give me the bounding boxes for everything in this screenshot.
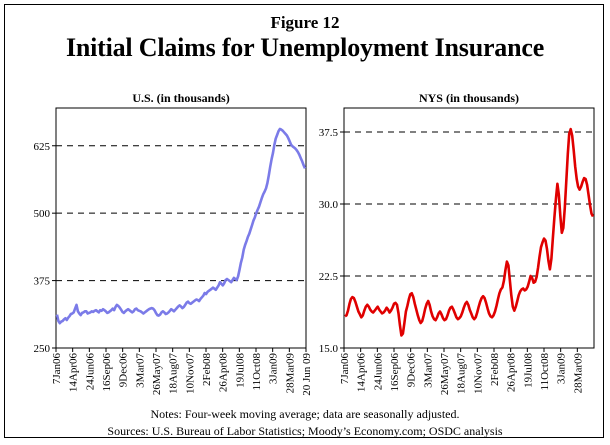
figure-title: Initial Claims for Unemployment Insuranc… <box>65 33 545 62</box>
nys-x-tick-label: 11Oct08 <box>539 353 551 391</box>
nys-x-tick-label: 10Nov07 <box>472 353 484 394</box>
us-x-tick-label: 11Oct08 <box>251 353 263 391</box>
nys-x-tick-label: 2Feb08 <box>489 353 501 387</box>
us-x-tick-label: 7Jan06 <box>51 353 63 385</box>
us-y-tick-label: 375 <box>34 276 51 288</box>
us-x-tick-label: 3Mar07 <box>134 353 146 388</box>
nys-y-tick-label: 15.0 <box>319 343 339 355</box>
us-x-tick-label: 20 Jun 09 <box>301 353 313 396</box>
nys-x-tick-label: 9Dec06 <box>406 353 418 388</box>
nys-x-tick-label: 16Sep06 <box>389 353 401 392</box>
nys-x-tick-label: 26Apr08 <box>506 353 518 393</box>
us-x-tick-label: 24Jun06 <box>84 353 96 391</box>
us-x-tick-label: 3Jan09 <box>268 353 280 385</box>
nys-x-tick-label: 18Aug07 <box>456 353 468 394</box>
us-panel-title: U.S. (in thousands) <box>132 91 229 105</box>
figure-frame: Figure 12 Initial Claims for Unemploymen… <box>4 4 604 438</box>
nys-x-tick-label: 26May07 <box>439 353 451 396</box>
nys-x-tick-label: 7Jan06 <box>339 353 351 385</box>
nys-x-tick-label: 3Mar07 <box>422 353 434 388</box>
us-series-line <box>55 127 307 325</box>
us-x-tick-label: 10Nov07 <box>184 353 196 394</box>
us-x-tick-label: 26May07 <box>151 353 163 396</box>
us-y-tick-label: 250 <box>34 343 51 355</box>
nys-y-tick-label: 30.0 <box>319 199 339 211</box>
nys-x-tick-label: 14Apr06 <box>356 353 368 393</box>
figure-label: Figure 12 <box>270 13 340 32</box>
nys-x-tick-label: 24Jun06 <box>372 353 384 391</box>
notes-text: Notes: Four-week moving average; data ar… <box>150 407 460 421</box>
us-x-tick-label: 16Sep06 <box>101 353 113 392</box>
nys-y-tick-label: 37.5 <box>319 127 339 139</box>
sources-text: Sources: U.S. Bureau of Labor Statistics… <box>107 424 503 438</box>
us-x-tick-label: 26Apr08 <box>218 353 230 393</box>
us-x-tick-label: 18Aug07 <box>168 353 180 394</box>
nys-x-tick-label: 19Jul08 <box>522 353 534 388</box>
us-x-tick-label: 19Jul08 <box>234 353 246 388</box>
us-y-tick-label: 625 <box>34 141 51 153</box>
us-y-tick-label: 500 <box>34 208 51 220</box>
us-x-tick-label: 28Mar09 <box>284 353 296 394</box>
nys-x-tick-label: 3Jan09 <box>556 353 568 385</box>
nys-x-tick-label: 28Mar09 <box>572 353 584 394</box>
us-x-tick-label: 14Apr06 <box>68 353 80 393</box>
nys-plot-frame <box>343 107 595 349</box>
charts-canvas: U.S. (in thousands) 250 375 500 625 7Jan06 14A… <box>34 91 595 396</box>
us-plot-frame <box>55 107 307 349</box>
nys-series-line <box>344 127 595 337</box>
nys-panel-title: NYS (in thousands) <box>419 91 519 105</box>
nys-y-tick-label: 22.5 <box>319 271 339 283</box>
us-x-tick-label: 9Dec06 <box>118 353 130 388</box>
us-x-tick-label: 2Feb08 <box>201 353 213 387</box>
